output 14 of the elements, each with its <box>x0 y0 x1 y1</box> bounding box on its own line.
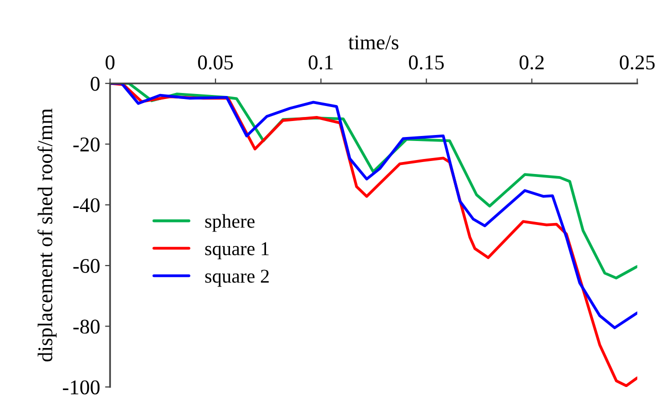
x-tick-label: 0.05 <box>198 55 233 70</box>
x-tick-label: 0.2 <box>520 55 544 70</box>
y-tick-label: -20 <box>73 137 100 152</box>
y-tick-label: -40 <box>73 198 100 212</box>
y-tick-label: -60 <box>73 258 100 273</box>
y-tick-label: -100 <box>62 380 100 394</box>
y-tick-label: -80 <box>73 320 100 334</box>
x-tick-label: 0.15 <box>408 55 444 70</box>
x-tick-label: 0 <box>106 55 114 70</box>
x-axis-title: time/s <box>348 35 398 50</box>
x-tick-label: 0.25 <box>620 55 655 70</box>
x-tick-label: 0.1 <box>308 55 333 70</box>
y-tick-label: 0 <box>90 76 100 91</box>
y-axis-title: displacement of shed roof/mm <box>37 108 57 362</box>
